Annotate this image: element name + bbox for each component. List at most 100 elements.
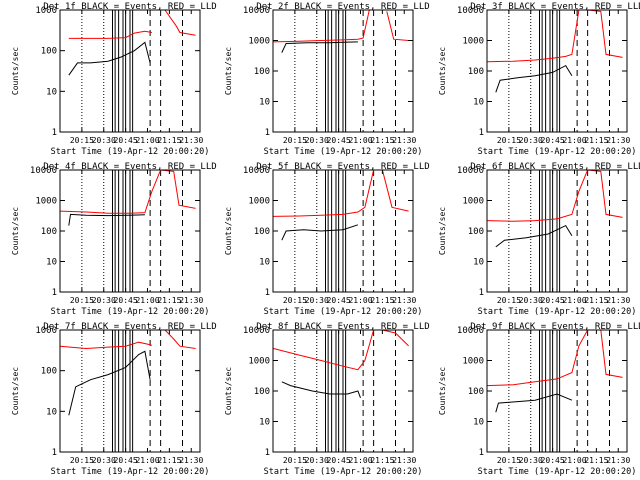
x-axis-label: Start Time (19-Apr-12 20:00:20)	[264, 147, 423, 157]
y-tick-label: 1000	[35, 197, 57, 207]
y-tick-label: 10000	[243, 166, 270, 176]
x-axis-label: Start Time (19-Apr-12 20:00:20)	[264, 307, 423, 317]
x-tick-label: 21:30	[179, 136, 203, 145]
y-tick-label: 100	[468, 67, 484, 77]
x-axis-label: Start Time (19-Apr-12 20:00:20)	[51, 467, 210, 477]
x-axis-label: Start Time (19-Apr-12 20:00:20)	[478, 307, 637, 317]
series-lld-line	[381, 169, 409, 212]
chart-title: Det 6f BLACK = Events, RED = LLD	[470, 162, 640, 172]
x-tick-label: 20:15	[497, 296, 521, 305]
y-tick-label: 1	[52, 288, 57, 298]
chart-title: Det 5f BLACK = Events, RED = LLD	[256, 162, 429, 172]
series-lld-line	[272, 169, 375, 217]
series-lld-line	[486, 9, 623, 63]
x-tick-label: 21:00	[348, 296, 372, 305]
chart-title: Det 8f BLACK = Events, RED = LLD	[256, 322, 429, 332]
series-lld-line	[386, 11, 409, 41]
y-tick-label: 1	[479, 128, 484, 138]
x-tick-label: 20:30	[519, 456, 543, 465]
x-tick-label: 21:30	[392, 296, 416, 305]
x-tick-label: 20:15	[70, 296, 94, 305]
y-tick-label: 10	[46, 258, 57, 268]
y-tick-label: 1000	[248, 197, 270, 207]
y-axis-label: Counts/sec	[438, 47, 447, 95]
chart-panel-1: Det 1f BLACK = Events, RED = LLD 1 10 100 10…	[11, 2, 217, 157]
series-lld-line	[382, 329, 409, 347]
chart-panel-6: Det 6f BLACK = Events, RED = LLD 1 10 100 10…	[438, 162, 640, 317]
series-events-line	[68, 41, 151, 76]
x-tick-label: 21:00	[562, 296, 586, 305]
x-tick-label: 21:15	[584, 456, 608, 465]
x-tick-label: 21:00	[348, 456, 372, 465]
y-axis-label: Counts/sec	[11, 207, 20, 255]
series-lld-line	[272, 9, 378, 43]
y-tick-label: 10	[259, 418, 270, 428]
x-tick-label: 20:45	[541, 456, 565, 465]
x-tick-label: 21:15	[157, 296, 181, 305]
chart-panel-4: Det 4f BLACK = Events, RED = LLD 1 10 100 10…	[11, 162, 217, 317]
chart-title: Det 1f BLACK = Events, RED = LLD	[43, 2, 216, 12]
series-events-line	[68, 213, 145, 226]
chart-title: Det 9f BLACK = Events, RED = LLD	[470, 322, 640, 332]
series-events-line	[281, 41, 358, 53]
y-tick-label: 1	[265, 128, 270, 138]
x-tick-label: 20:30	[305, 456, 329, 465]
series-events-line	[495, 64, 573, 93]
series-events-line	[281, 381, 361, 398]
chart-title: Det 4f BLACK = Events, RED = LLD	[43, 162, 216, 172]
chart-panel-5: Det 5f BLACK = Events, RED = LLD 1 10 100 10…	[224, 162, 430, 317]
y-tick-label: 10	[473, 418, 484, 428]
series-lld-line	[59, 341, 153, 350]
plot-frame	[59, 9, 201, 133]
y-tick-label: 10	[259, 258, 270, 268]
series-events-line	[495, 224, 573, 248]
chart-panel-3: Det 3f BLACK = Events, RED = LLD 1 10 100 10…	[438, 2, 640, 157]
x-axis-label: Start Time (19-Apr-12 20:00:20)	[478, 467, 637, 477]
y-axis-label: Counts/sec	[224, 207, 233, 255]
y-tick-label: 1000	[462, 37, 484, 47]
y-tick-label: 100	[468, 227, 484, 237]
x-tick-label: 21:00	[562, 136, 586, 145]
series-lld-line	[486, 169, 623, 222]
y-tick-label: 100	[254, 387, 270, 397]
series-events-line	[68, 350, 151, 416]
x-axis-label: Start Time (19-Apr-12 20:00:20)	[478, 147, 637, 157]
x-tick-label: 21:30	[392, 456, 416, 465]
x-tick-label: 20:15	[283, 136, 307, 145]
y-tick-label: 10000	[457, 166, 484, 176]
y-tick-label: 1	[479, 288, 484, 298]
x-axis-label: Start Time (19-Apr-12 20:00:20)	[51, 307, 210, 317]
x-tick-label: 21:00	[135, 296, 159, 305]
series-lld-line	[59, 169, 196, 214]
x-tick-label: 20:45	[541, 296, 565, 305]
x-tick-label: 20:30	[519, 136, 543, 145]
x-tick-label: 20:30	[305, 136, 329, 145]
x-tick-label: 21:30	[179, 456, 203, 465]
y-tick-label: 10	[473, 98, 484, 108]
y-tick-label: 10	[46, 87, 57, 97]
y-tick-label: 100	[41, 227, 57, 237]
x-tick-label: 20:15	[70, 456, 94, 465]
plot-frame	[59, 329, 201, 453]
chart-panel-8: Det 8f BLACK = Events, RED = LLD 1 10 100 10…	[224, 322, 430, 477]
x-tick-label: 21:15	[157, 456, 181, 465]
chart-title: Det 3f BLACK = Events, RED = LLD	[470, 2, 640, 12]
x-tick-label: 20:45	[327, 136, 351, 145]
x-tick-label: 20:45	[327, 296, 351, 305]
x-tick-label: 20:15	[497, 456, 521, 465]
y-tick-label: 10000	[457, 6, 484, 16]
series-lld-line	[272, 329, 375, 371]
y-tick-label: 10000	[243, 326, 270, 336]
y-tick-label: 1000	[35, 6, 57, 16]
x-tick-label: 21:15	[584, 296, 608, 305]
y-tick-label: 100	[41, 367, 57, 377]
series-lld-line	[486, 329, 623, 387]
y-axis-label: Counts/sec	[224, 367, 233, 415]
series-lld-line	[68, 30, 152, 39]
y-tick-label: 10	[473, 258, 484, 268]
y-axis-label: Counts/sec	[438, 367, 447, 415]
y-tick-label: 100	[41, 47, 57, 57]
y-axis-label: Counts/sec	[438, 207, 447, 255]
y-tick-label: 1000	[248, 357, 270, 367]
